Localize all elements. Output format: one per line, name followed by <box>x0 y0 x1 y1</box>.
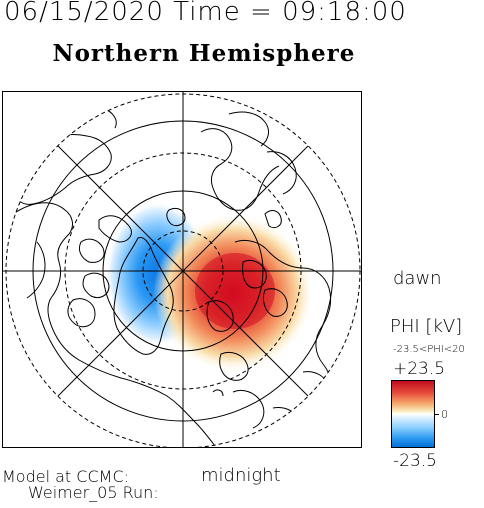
run-label: Weimer_05 Run: <box>28 483 159 502</box>
polar-map <box>2 91 362 448</box>
midnight-label: midnight <box>201 465 281 486</box>
colorbar-min-label: -23.5 <box>393 451 437 471</box>
hemisphere-title: Northern Hemisphere <box>52 40 356 67</box>
meridian-grid <box>3 92 361 447</box>
colorbar-range-text: -23.5<PHI<20 <box>393 344 465 355</box>
model-label: Model at CCMC: <box>2 467 129 486</box>
colorbar-max-label: +23.5 <box>393 359 446 379</box>
colorbar-zero-tick <box>434 414 439 415</box>
colorbar-title: PHI [kV] <box>390 316 463 337</box>
colorbar <box>391 380 435 448</box>
datetime-title: 06/15/2020 Time = 09:18:00 <box>4 0 407 27</box>
potential-field <box>106 202 313 371</box>
colorbar-zero-label: 0 <box>441 408 448 421</box>
dawn-label: dawn <box>393 268 442 289</box>
